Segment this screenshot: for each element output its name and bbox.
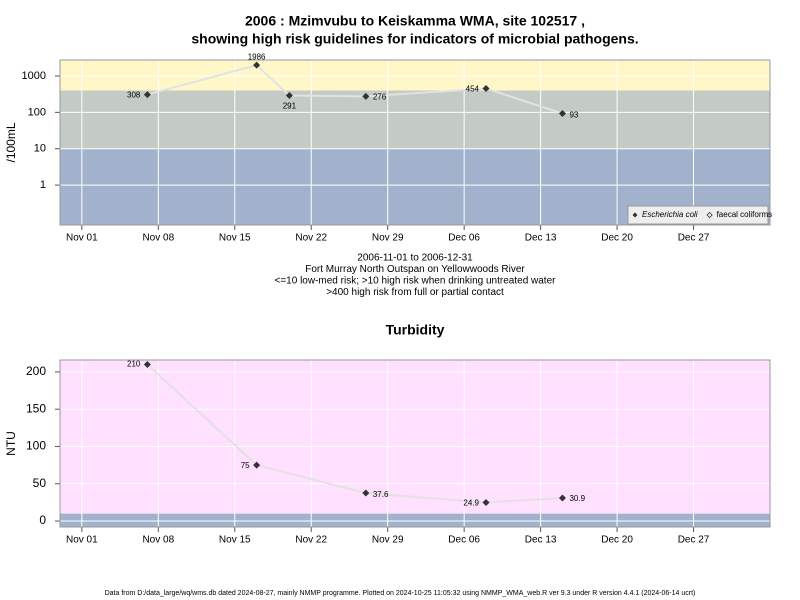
x-tick-label: Nov 29 <box>372 535 404 546</box>
data-point <box>362 489 370 497</box>
plot-frame <box>59 59 771 226</box>
x-tick-label: Nov 08 <box>142 535 174 546</box>
value-label: 276 <box>373 92 387 101</box>
chart-title: Turbidity <box>386 322 445 338</box>
data-point <box>253 461 261 469</box>
y-tick-label: 1 <box>40 179 46 191</box>
chart-title: 2006 : Mzimvubu to Keiskamma WMA, site 1… <box>245 13 585 29</box>
series-line <box>147 64 563 115</box>
x-tick-label: Nov 08 <box>142 233 174 244</box>
y-tick-label: 100 <box>28 106 46 118</box>
risk-band <box>60 60 770 91</box>
data-point <box>143 91 151 99</box>
y-axis-label: /100mL <box>4 122 18 162</box>
value-label: 291 <box>283 102 297 111</box>
data-point <box>482 84 490 92</box>
note: Fort Murray North Outspan on Yellowwoods… <box>305 264 525 275</box>
legend-label: Escherichia coli <box>642 210 698 219</box>
value-label: 37.6 <box>373 490 389 499</box>
value-label: 30.9 <box>569 494 585 503</box>
legend-marker <box>706 211 713 219</box>
x-tick-label: Dec 20 <box>601 535 633 546</box>
y-tick-label: 150 <box>26 401 46 415</box>
note: <=10 low-med risk; >10 high risk when dr… <box>275 276 557 287</box>
legend-label: faecal coliforms <box>717 210 773 219</box>
x-tick-label: Nov 01 <box>66 535 98 546</box>
data-point <box>143 360 151 368</box>
x-tick-label: Dec 27 <box>678 233 710 244</box>
x-tick-label: Dec 13 <box>525 535 557 546</box>
y-axis-label: NTU <box>4 431 18 456</box>
x-tick-label: Nov 15 <box>219 233 251 244</box>
data-point <box>285 91 293 99</box>
risk-band <box>60 90 770 149</box>
value-label: 308 <box>127 91 141 100</box>
chart-title: showing high risk guidelines for indicat… <box>191 31 638 47</box>
value-label: 24.9 <box>463 499 479 508</box>
note: >400 high risk from full or partial cont… <box>326 287 504 298</box>
x-tick-label: Nov 22 <box>295 535 327 546</box>
note: 2006-11-01 to 2006-12-31 <box>357 253 473 264</box>
value-label: 210 <box>127 360 141 369</box>
y-tick-label: 10 <box>34 143 46 155</box>
data-point <box>558 110 566 118</box>
data-point <box>558 494 566 502</box>
x-tick-label: Dec 13 <box>525 233 557 244</box>
x-tick-label: Nov 22 <box>295 233 327 244</box>
value-label: 93 <box>569 111 578 120</box>
data-point <box>253 61 261 69</box>
x-tick-label: Dec 27 <box>678 535 710 546</box>
y-tick-label: 50 <box>33 476 47 490</box>
legend-marker <box>632 212 638 218</box>
legend-box <box>627 205 769 225</box>
y-tick-label: 0 <box>39 513 46 527</box>
y-tick-label: 200 <box>26 364 46 378</box>
value-label: 1986 <box>248 52 266 61</box>
footer: Data from D:/data_large/wq/wms.db dated … <box>105 590 696 597</box>
risk-band <box>60 360 770 514</box>
x-tick-label: Dec 20 <box>601 233 633 244</box>
x-tick-label: Nov 29 <box>372 233 404 244</box>
x-tick-label: Dec 06 <box>448 535 480 546</box>
y-tick-label: 100 <box>26 439 46 453</box>
data-point <box>482 498 490 506</box>
value-label: 75 <box>241 461 250 470</box>
x-tick-label: Nov 15 <box>219 535 251 546</box>
x-tick-label: Dec 06 <box>448 233 480 244</box>
y-tick-label: 1000 <box>22 70 46 82</box>
plot-frame <box>59 359 771 528</box>
x-tick-label: Nov 01 <box>66 233 98 244</box>
value-label: 454 <box>466 85 480 94</box>
data-point <box>362 92 370 100</box>
risk-band <box>60 513 770 527</box>
